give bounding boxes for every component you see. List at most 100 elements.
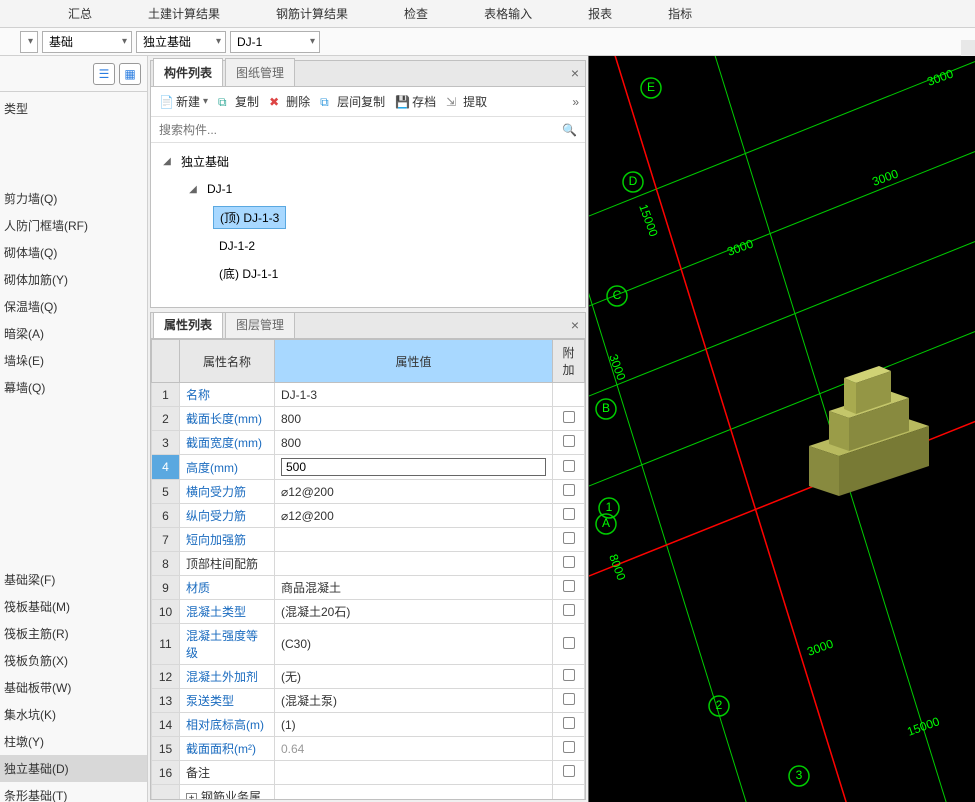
checkbox[interactable] — [563, 637, 575, 649]
dropdown-instance[interactable]: DJ-1▾ — [230, 31, 320, 53]
dropdown-1[interactable]: ▾ — [20, 31, 38, 53]
close-icon[interactable]: × — [571, 65, 579, 81]
left-item[interactable]: 剪力墙(Q) — [0, 185, 147, 212]
menu-check[interactable]: 检查 — [376, 0, 456, 27]
search-row: 🔍 — [151, 117, 585, 143]
tree-leaf[interactable]: (底) DJ-1-1 — [157, 259, 579, 288]
tree-leaf[interactable]: DJ-1-2 — [157, 233, 579, 259]
menu-index[interactable]: 指标 — [640, 0, 720, 27]
svg-text:15000: 15000 — [905, 714, 941, 739]
tree-leaf[interactable]: (顶) DJ-1-3 — [157, 202, 579, 233]
left-item[interactable]: 基础梁(F) — [0, 566, 147, 593]
menu-civil-result[interactable]: 土建计算结果 — [120, 0, 248, 27]
property-row[interactable]: 1名称DJ-1-3 — [152, 383, 585, 407]
svg-text:2: 2 — [716, 698, 723, 712]
checkbox[interactable] — [563, 508, 575, 520]
property-row[interactable]: 13泵送类型(混凝土泵) — [152, 689, 585, 713]
property-row[interactable]: 2截面长度(mm)800 — [152, 407, 585, 431]
left-item[interactable]: 砌体加筋(Y) — [0, 266, 147, 293]
menu-rebar-result[interactable]: 钢筋计算结果 — [248, 0, 376, 27]
checkbox[interactable] — [563, 604, 575, 616]
tree-lvl1[interactable]: ◢DJ-1 — [157, 176, 579, 202]
extract-button[interactable]: ⇲提取 — [446, 93, 487, 110]
property-row[interactable]: 15截面面积(m²)0.64 — [152, 737, 585, 761]
left-item[interactable]: 筏板负筋(X) — [0, 647, 147, 674]
menu-summary[interactable]: 汇总 — [40, 0, 120, 27]
collapse-icon[interactable]: ◢ — [161, 156, 173, 167]
viewport-3d[interactable]: AB CD E 123 3000 3000 3000 15000 3000 80… — [589, 56, 975, 802]
property-row[interactable]: 4高度(mm) — [152, 455, 585, 480]
property-row[interactable]: 6纵向受力筋⌀12@200 — [152, 504, 585, 528]
left-item[interactable]: 墙垛(E) — [0, 347, 147, 374]
left-item[interactable]: 基础板带(W) — [0, 674, 147, 701]
toolbar-more-icon[interactable]: » — [572, 95, 579, 109]
layer-copy-button[interactable]: ⧉层间复制 — [320, 93, 385, 110]
foundation-solid — [809, 366, 929, 496]
property-value-input[interactable] — [281, 458, 546, 476]
tab-component-list[interactable]: 构件列表 — [153, 58, 223, 86]
list-view-icon[interactable]: ☰ — [93, 63, 115, 85]
checkbox[interactable] — [563, 669, 575, 681]
left-item[interactable]: 集水坑(K) — [0, 701, 147, 728]
property-row[interactable]: 7短向加强筋 — [152, 528, 585, 552]
property-row[interactable]: 5横向受力筋⌀12@200 — [152, 480, 585, 504]
checkbox[interactable] — [563, 556, 575, 568]
left-item[interactable]: 保温墙(Q) — [0, 293, 147, 320]
left-item[interactable]: 砌体墙(Q) — [0, 239, 147, 266]
svg-text:3000: 3000 — [870, 166, 900, 188]
dropdown-subtype[interactable]: 独立基础▾ — [136, 31, 226, 53]
left-item[interactable]: 暗梁(A) — [0, 320, 147, 347]
property-row[interactable]: 10混凝土类型(混凝土20石) — [152, 600, 585, 624]
property-row[interactable]: 8顶部柱间配筋 — [152, 552, 585, 576]
left-item[interactable]: 幕墙(Q) — [0, 374, 147, 401]
property-row[interactable]: 9材质商品混凝土 — [152, 576, 585, 600]
dropdown-category[interactable]: 基础▾ — [42, 31, 132, 53]
checkbox[interactable] — [563, 693, 575, 705]
search-input[interactable] — [151, 123, 554, 137]
tab-drawing-manage[interactable]: 图纸管理 — [225, 58, 295, 86]
left-item[interactable]: 柱墩(Y) — [0, 728, 147, 755]
search-icon[interactable]: 🔍 — [554, 123, 585, 137]
chevron-down-icon: ▾ — [28, 36, 33, 47]
property-row[interactable]: 3截面宽度(mm)800 — [152, 431, 585, 455]
property-row[interactable]: 17+钢筋业务属性 — [152, 785, 585, 800]
save-button[interactable]: 💾存档 — [395, 93, 436, 110]
checkbox[interactable] — [563, 765, 575, 777]
tab-property-list[interactable]: 属性列表 — [153, 312, 223, 338]
left-panel: ☰ ▦ 类型 剪力墙(Q)人防门框墙(RF)砌体墙(Q)砌体加筋(Y)保温墙(Q… — [0, 56, 148, 802]
left-item[interactable]: 筏板主筋(R) — [0, 620, 147, 647]
menu-table-input[interactable]: 表格输入 — [456, 0, 560, 27]
checkbox[interactable] — [563, 532, 575, 544]
checkbox[interactable] — [563, 411, 575, 423]
expand-icon[interactable]: + — [186, 793, 197, 799]
property-tabs: 属性列表 图层管理 × — [151, 313, 585, 339]
left-item[interactable]: 筏板基础(M) — [0, 593, 147, 620]
checkbox[interactable] — [563, 741, 575, 753]
tree-root[interactable]: ◢独立基础 — [157, 147, 579, 176]
component-toolbar: 📄新建▾ ⧉复制 ✖删除 ⧉层间复制 💾存档 ⇲提取 » — [151, 87, 585, 117]
menu-report[interactable]: 报表 — [560, 0, 640, 27]
new-button[interactable]: 📄新建▾ — [159, 93, 208, 110]
close-icon[interactable]: × — [571, 317, 579, 333]
left-item[interactable]: 独立基础(D) — [0, 755, 147, 782]
left-item[interactable]: 条形基础(T) — [0, 782, 147, 802]
left-item[interactable]: 人防门框墙(RF) — [0, 212, 147, 239]
property-row[interactable]: 12混凝土外加剂(无) — [152, 665, 585, 689]
svg-text:3: 3 — [796, 768, 803, 782]
checkbox[interactable] — [563, 580, 575, 592]
menubar: 汇总 土建计算结果 钢筋计算结果 检查 表格输入 报表 指标 — [0, 0, 975, 28]
property-row[interactable]: 11混凝土强度等级(C30) — [152, 624, 585, 665]
copy-button[interactable]: ⧉复制 — [218, 93, 259, 110]
grid-view-icon[interactable]: ▦ — [119, 63, 141, 85]
checkbox[interactable] — [563, 435, 575, 447]
checkbox[interactable] — [563, 460, 575, 472]
tab-layer-manage[interactable]: 图层管理 — [225, 312, 295, 338]
delete-button[interactable]: ✖删除 — [269, 93, 310, 110]
property-row[interactable]: 16备注 — [152, 761, 585, 785]
property-row[interactable]: 14相对底标高(m)(1) — [152, 713, 585, 737]
checkbox[interactable] — [563, 484, 575, 496]
checkbox[interactable] — [563, 717, 575, 729]
collapse-icon[interactable]: ◢ — [187, 184, 199, 195]
svg-text:C: C — [613, 288, 622, 302]
svg-text:1: 1 — [606, 500, 613, 514]
